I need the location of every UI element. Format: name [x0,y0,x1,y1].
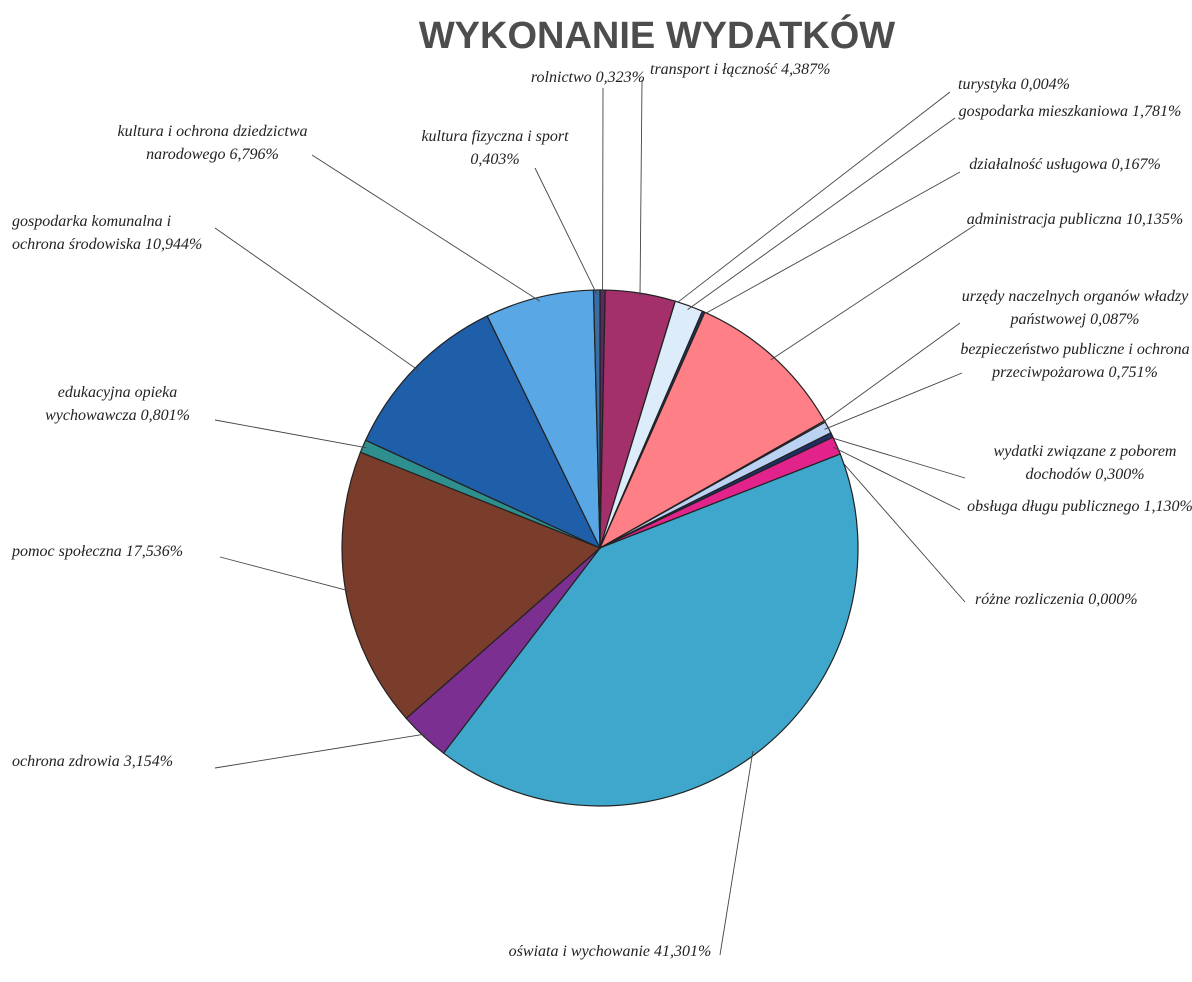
slice-label: oświata i wychowanie 41,301% [505,940,715,963]
category-label: kultura i ochrona dziedzictwa narodowego [117,123,308,163]
value-label: 0,087% [1090,311,1140,328]
value-label: 0,000% [1088,591,1138,608]
value-label: 1,781% [1132,103,1182,120]
pie-slice [364,315,602,550]
slice-label: turystyka 0,004% [958,73,1158,96]
category-label: edukacyjna opieka wychowawcza [45,384,178,424]
value-label: 17,536% [125,543,184,560]
category-label: kultura fizyczna i sport [421,128,569,145]
slice-label: gospodarka mieszkaniowa 1,781% [955,100,1185,123]
leader-line [828,436,966,479]
slice-label: kultura i ochrona dziedzictwa narodowego… [110,120,315,166]
leader-line [214,419,367,449]
slice-label: kultura fizyczna i sport 0,403% [395,125,595,171]
leader-line [821,322,961,424]
category-label: turystyka [958,76,1017,93]
leader-line [687,117,956,310]
leader-line [534,167,598,295]
category-label: wydatki związane z poborem dochodów [993,443,1177,483]
leader-line [832,446,961,511]
leader-line [639,79,643,298]
slice-label: rolnictwo 0,323% [500,66,645,89]
category-label: oświata i wychowanie [508,943,650,960]
value-label: 0,751% [1108,364,1158,381]
slice-label: różne rozliczenia 0,000% [975,588,1192,611]
pie-slice [592,289,601,549]
category-label: pomoc społeczna [12,543,122,560]
category-label: obsługa długu publicznego [967,498,1140,515]
category-label: rolnictwo [530,69,592,86]
chart-title: WYKONANIE WYDATKÓW [419,13,895,57]
category-label: bezpieczeństwo publiczne i ochrona przec… [960,341,1190,381]
value-label: 0,004% [1020,76,1070,93]
slice-label: bezpieczeństwo publiczne i ochrona przec… [955,338,1192,384]
leader-line [311,154,541,302]
category-label: administracja publiczna [966,211,1122,228]
value-label: 0,300% [1095,466,1145,483]
pie-slice [341,451,602,720]
value-label: 0,801% [140,407,190,424]
leader-line [824,372,963,430]
leader-line [836,455,966,603]
category-label: gospodarka mieszkaniowa [958,103,1128,120]
leader-line [719,750,754,956]
value-label: 1,130% [1143,498,1192,515]
slice-label: pomoc społeczna 17,536% [12,540,227,563]
category-label: urzędy naczelnych organów władzy państwo… [961,288,1189,328]
slice-label: obsługa długu publicznego 1,130% [965,495,1192,518]
value-label: 0,167% [1111,156,1161,173]
value-label: 10,944% [145,236,203,253]
slice-label: urzędy naczelnych organów władzy państwo… [955,285,1192,331]
slice-label: gospodarka komunalna i ochrona środowisk… [12,210,217,256]
slice-label: edukacyjna opieka wychowawcza 0,801% [15,381,220,427]
category-label: gospodarka komunalna i ochrona środowisk… [12,213,172,253]
leader-line [219,556,350,592]
value-label: 0,323% [595,69,645,86]
slice-label: administracja publiczna 10,135% [965,208,1185,231]
leader-line [701,171,961,316]
value-label: 4,387% [781,61,831,78]
slice-label: transport i łączność 4,387% [650,58,890,81]
pie-slice [486,289,601,549]
value-label: 6,796% [229,146,279,163]
category-label: transport i łączność [650,61,778,78]
leader-line [214,733,427,769]
value-label: 10,135% [1125,211,1184,228]
value-label: 0,403% [470,151,520,168]
leader-line [673,91,951,306]
slice-label: ochrona zdrowia 3,154% [12,750,217,773]
category-label: ochrona zdrowia [12,753,120,770]
value-label: 41,301% [654,943,712,960]
pie-slice [442,453,859,807]
pie-slice [598,311,826,550]
leader-line [214,227,419,371]
slice-label: działalność usługowa 0,167% [955,153,1175,176]
slice-label: wydatki związane z poborem dochodów 0,30… [965,440,1192,486]
category-label: różne rozliczenia [975,591,1085,608]
category-label: działalność usługowa [969,156,1108,173]
value-label: 3,154% [123,753,174,770]
leader-line [770,224,976,361]
